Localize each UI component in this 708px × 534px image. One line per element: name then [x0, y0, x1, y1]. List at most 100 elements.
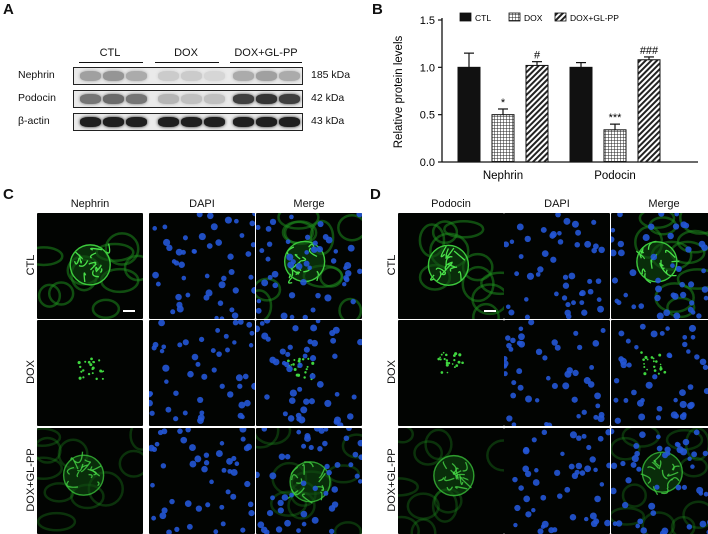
blot-group-dox-glpp: DOX+GL-PP — [226, 47, 306, 59]
marker-speck — [653, 360, 655, 362]
nucleus — [201, 374, 207, 380]
nucleus — [667, 353, 672, 358]
marker-speck — [445, 354, 448, 357]
marker-speck — [437, 358, 440, 361]
nucleus — [272, 283, 278, 289]
marker-speck — [447, 372, 449, 374]
nucleus — [558, 239, 564, 245]
blot-band — [279, 94, 300, 104]
blot-band — [204, 117, 225, 127]
marker-speck — [659, 367, 662, 370]
nucleus — [297, 387, 302, 392]
micrograph-background — [149, 320, 255, 426]
nucleus — [688, 307, 694, 313]
nucleus — [315, 293, 320, 298]
nucleus — [548, 527, 554, 533]
nucleus — [324, 464, 329, 469]
nucleus — [563, 218, 570, 225]
nucleus — [221, 276, 226, 281]
nucleus — [634, 345, 638, 349]
marker-speck — [454, 366, 456, 368]
nucleus — [260, 321, 265, 326]
nucleus — [688, 281, 694, 287]
nucleus — [620, 461, 625, 466]
nucleus — [335, 392, 340, 397]
marker-speck — [88, 361, 91, 364]
blot-band — [103, 117, 124, 127]
nucleus — [541, 227, 547, 233]
nucleus — [651, 330, 658, 337]
nucleus — [615, 418, 621, 424]
nucleus — [700, 359, 707, 366]
nucleus — [702, 286, 708, 293]
y-tick-label: 1.5 — [420, 15, 435, 27]
nucleus — [508, 309, 514, 315]
nucleus — [219, 281, 226, 288]
marker-speck — [297, 374, 300, 377]
marker-speck — [307, 358, 309, 360]
micrograph-image — [611, 428, 708, 534]
nucleus — [688, 402, 694, 408]
nucleus — [311, 246, 318, 253]
nucleus — [285, 454, 290, 459]
nucleus — [199, 337, 204, 342]
micrograph-tile — [504, 320, 610, 426]
nucleus — [506, 304, 511, 309]
nucleus — [317, 381, 324, 388]
marker-speck — [291, 364, 293, 366]
nucleus — [579, 300, 584, 305]
nucleus — [531, 508, 535, 512]
nucleus — [305, 235, 310, 240]
nucleus — [162, 365, 169, 372]
nucleus — [682, 342, 687, 347]
nucleus — [173, 416, 178, 421]
marker-speck — [643, 372, 646, 375]
marker-speck — [93, 361, 95, 363]
nucleus — [152, 226, 157, 231]
nucleus — [570, 431, 577, 438]
marker-speck — [453, 359, 455, 361]
nucleus — [291, 259, 296, 264]
marker-speck — [646, 369, 648, 371]
micrograph-image — [611, 213, 708, 319]
nucleus — [634, 451, 640, 457]
nucleus — [334, 419, 340, 425]
nucleus — [215, 239, 222, 246]
blot-band — [233, 71, 254, 81]
micrograph-tile — [149, 428, 255, 534]
nucleus — [508, 347, 513, 352]
nucleus — [546, 376, 551, 381]
nucleus — [204, 460, 209, 465]
marker-speck — [640, 351, 643, 354]
nucleus — [625, 477, 631, 483]
blot-protein-actin: β-actin — [18, 115, 50, 127]
marker-speck — [84, 361, 86, 363]
micrograph-tile — [37, 320, 143, 426]
nucleus — [568, 273, 575, 280]
nucleus — [654, 295, 660, 301]
nucleus — [576, 414, 580, 418]
nucleus — [618, 241, 624, 247]
marker-speck — [102, 370, 104, 372]
nucleus — [301, 480, 307, 486]
nucleus — [348, 245, 355, 252]
nucleus — [301, 511, 308, 518]
marker-speck — [452, 363, 454, 365]
nucleus — [270, 219, 276, 225]
nucleus — [580, 470, 586, 476]
nucleus — [584, 377, 591, 384]
blot-band — [126, 71, 147, 81]
significance-mark: *** — [609, 112, 623, 124]
nucleus — [158, 430, 163, 435]
nucleus — [519, 327, 524, 332]
nucleus — [542, 430, 547, 435]
nucleus — [689, 325, 696, 332]
blot-band — [181, 117, 202, 127]
row-label: DOX+GL-PP — [386, 427, 398, 533]
nucleus — [303, 354, 308, 359]
nucleus — [679, 389, 686, 396]
nucleus — [554, 292, 559, 297]
bar-solid — [458, 67, 480, 162]
panel-label-c: C — [3, 186, 14, 203]
legend-swatch — [555, 13, 566, 21]
